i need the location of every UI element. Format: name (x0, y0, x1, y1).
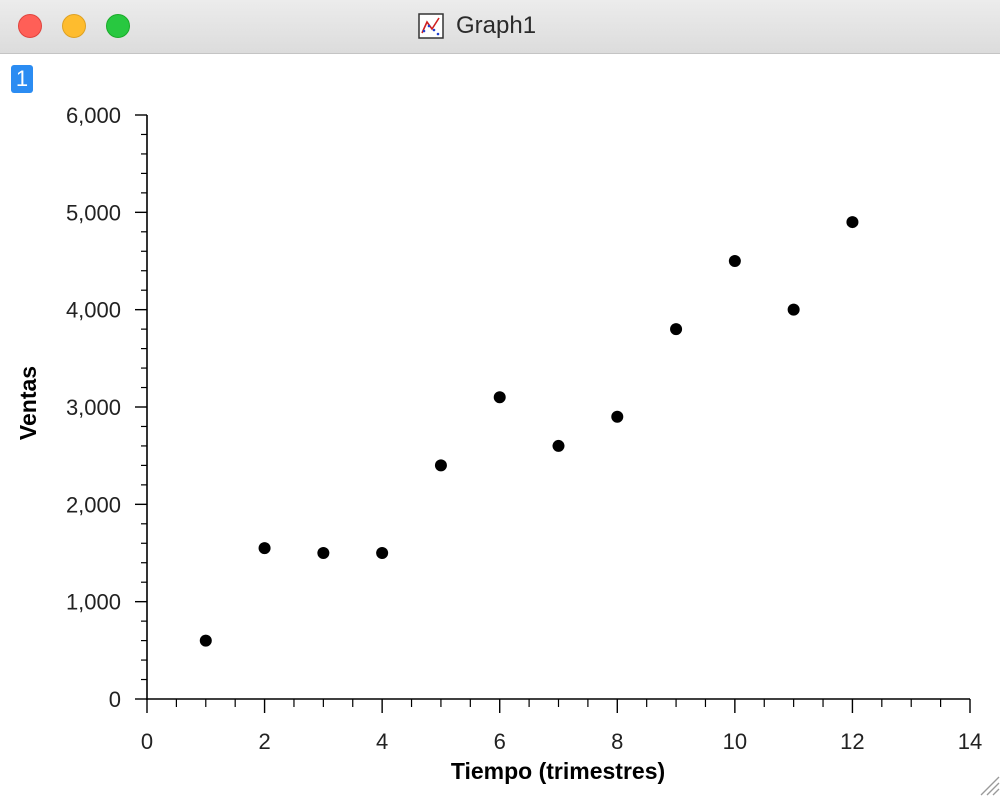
x-tick-label: 10 (723, 729, 747, 754)
data-point (728, 255, 741, 267)
window-title-group: Graph1 (418, 12, 536, 40)
x-tick-label: 14 (958, 729, 982, 754)
x-tick-label: 12 (840, 729, 864, 754)
minimize-button[interactable] (62, 14, 86, 38)
y-tick-label: 2,000 (66, 492, 121, 517)
data-point (552, 439, 565, 452)
x-tick-label: 0 (141, 729, 153, 754)
y-tick-label: 3,000 (66, 395, 121, 420)
chart-points (199, 216, 859, 647)
data-point (611, 410, 624, 423)
data-point (376, 547, 389, 559)
x-tick-label: 4 (376, 729, 388, 754)
y-tick-label: 4,000 (66, 298, 121, 323)
y-tick-label: 5,000 (66, 200, 121, 225)
chart-axes: 0 1,000 2,000 3,000 4,000 5,000 6,000 0 2 4 6 8 10 12… (66, 103, 982, 754)
window-title: Graph1 (456, 12, 537, 39)
title-bar[interactable]: Graph1 (0, 0, 1000, 54)
data-point (317, 547, 330, 559)
graph-document-icon (418, 13, 444, 39)
data-point (846, 216, 859, 229)
data-point (258, 542, 271, 555)
data-point (199, 634, 212, 647)
y-tick-label: 1,000 (66, 590, 121, 615)
x-tick-label: 8 (611, 729, 623, 754)
data-point (493, 391, 506, 404)
y-tick-label: 0 (109, 687, 121, 712)
graph-number-badge: 1 (11, 65, 33, 93)
y-tick-label: 6,000 (66, 103, 121, 128)
y-axis-title: Ventas (15, 366, 41, 440)
x-tick-label: 6 (494, 729, 506, 754)
zoom-button[interactable] (106, 14, 130, 38)
close-button[interactable] (18, 14, 42, 38)
data-point (434, 459, 447, 472)
data-point (670, 323, 683, 336)
x-axis-title: Tiempo (trimestres) (451, 758, 665, 784)
x-tick-label: 2 (258, 729, 270, 754)
data-point (787, 303, 800, 316)
resize-grip-icon[interactable] (976, 772, 1000, 796)
